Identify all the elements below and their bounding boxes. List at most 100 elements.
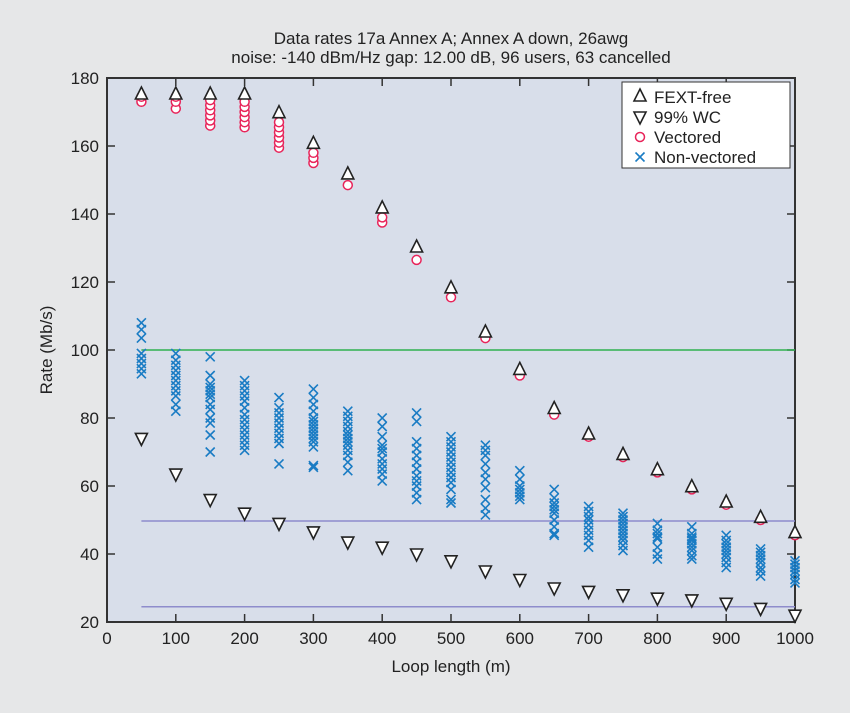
data-point	[377, 412, 388, 424]
data-point	[445, 292, 457, 303]
data-point	[237, 85, 252, 100]
data-point	[411, 254, 422, 266]
data-point	[271, 517, 287, 533]
data-point	[205, 418, 216, 429]
data-point	[443, 279, 459, 294]
data-point	[512, 573, 528, 589]
data-point	[136, 368, 147, 379]
legend-label: FEXT-free	[654, 88, 731, 107]
data-point	[168, 468, 184, 483]
y-tick-label: 100	[71, 341, 99, 360]
x-tick-label: 500	[437, 629, 465, 648]
data-point	[480, 482, 491, 493]
data-point	[409, 548, 424, 563]
x-tick-label: 400	[368, 629, 396, 648]
series-non-vectored	[136, 317, 801, 588]
legend-marker	[632, 111, 648, 126]
y-tick-label: 140	[71, 205, 99, 224]
data-point	[480, 494, 491, 505]
data-point	[205, 389, 216, 400]
legend-label: 99% WC	[654, 108, 721, 127]
data-point	[718, 493, 734, 508]
y-tick-label: 20	[80, 613, 99, 632]
data-point	[374, 199, 390, 214]
data-point	[134, 85, 149, 100]
data-point	[755, 571, 766, 582]
data-point	[376, 212, 388, 223]
data-point	[237, 507, 252, 522]
data-point	[549, 530, 560, 541]
data-point	[652, 533, 663, 544]
data-point	[615, 445, 631, 461]
legend-label: Non-vectored	[654, 148, 756, 167]
data-point	[718, 597, 734, 613]
data-point	[306, 526, 321, 541]
data-point	[445, 494, 457, 505]
y-tick-label: 40	[80, 545, 99, 564]
legend-box	[621, 81, 791, 169]
data-point	[581, 585, 596, 601]
data-point	[306, 134, 321, 150]
data-point	[789, 565, 801, 577]
data-point	[205, 404, 216, 415]
x-tick-label: 1000	[776, 629, 814, 648]
data-point	[170, 406, 181, 417]
legend-marker	[634, 131, 646, 143]
y-axis-label: Rate (Mb/s)	[37, 306, 56, 395]
data-point	[409, 238, 424, 253]
data-point	[546, 399, 562, 415]
y-tick-label: 180	[71, 69, 99, 88]
data-point	[684, 594, 700, 609]
data-point	[652, 531, 663, 543]
data-point	[721, 562, 732, 573]
data-point	[377, 475, 388, 486]
data-point	[411, 407, 422, 418]
data-point	[480, 509, 491, 520]
data-point	[480, 474, 491, 485]
data-point	[271, 103, 287, 119]
series-99-wc	[134, 432, 803, 624]
data-point	[549, 484, 560, 495]
x-tick-label: 200	[230, 629, 258, 648]
data-point	[202, 85, 218, 100]
data-point	[342, 465, 353, 476]
data-point	[136, 324, 147, 335]
x-tick-label: 900	[712, 629, 740, 648]
y-tick-label: 120	[71, 273, 99, 292]
data-point	[514, 465, 525, 476]
x-tick-label: 700	[574, 629, 602, 648]
data-point	[342, 457, 353, 468]
data-point	[753, 508, 768, 524]
y-tick-label: 60	[80, 477, 99, 496]
data-point	[443, 555, 459, 570]
data-point	[340, 536, 356, 551]
data-point	[789, 577, 801, 588]
data-point	[273, 438, 285, 449]
data-point	[308, 462, 319, 473]
legend-marker	[632, 87, 648, 102]
data-point	[684, 477, 700, 493]
x-axis-label: Loop length (m)	[391, 657, 510, 676]
legend-marker	[634, 151, 646, 163]
data-point	[273, 392, 285, 403]
data-point	[170, 390, 181, 401]
data-point	[134, 432, 149, 448]
data-point	[480, 450, 491, 461]
data-point	[273, 116, 285, 128]
x-tick-label: 300	[299, 629, 327, 648]
data-point	[308, 441, 319, 452]
data-point	[755, 562, 766, 573]
data-point	[581, 425, 596, 440]
data-point	[514, 491, 525, 502]
data-point	[205, 370, 216, 381]
series-fext-free	[134, 85, 803, 539]
data-point	[686, 554, 697, 565]
data-point	[273, 458, 285, 469]
chart-title: Data rates 17a Annex A; Annex A down, 26…	[274, 29, 628, 48]
y-tick-label: 160	[71, 137, 99, 156]
data-point	[478, 323, 493, 338]
data-point	[789, 574, 801, 585]
data-point	[755, 554, 766, 565]
data-point	[721, 548, 732, 560]
data-point	[411, 494, 422, 505]
